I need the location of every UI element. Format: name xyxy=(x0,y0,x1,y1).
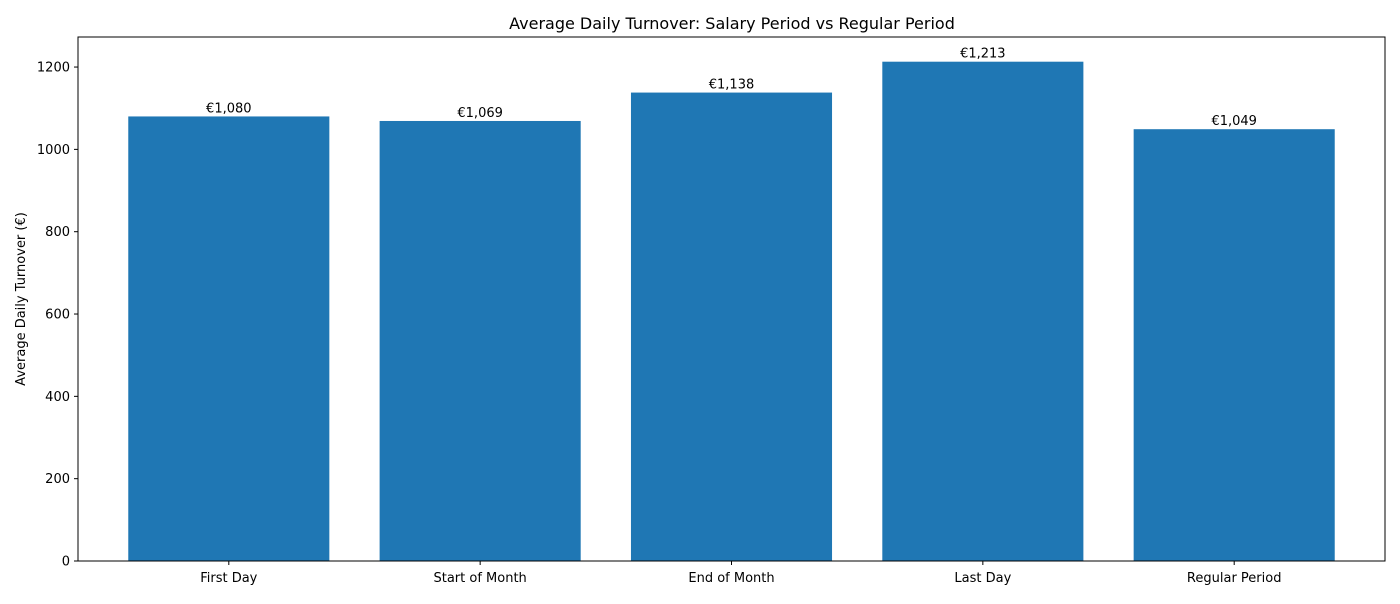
x-axis-ticks: First Day Start of Month End of Month Last … xyxy=(200,561,1281,586)
x-tick-label: Regular Period xyxy=(1187,571,1282,586)
x-tick-label: End of Month xyxy=(688,571,774,586)
y-tick-label: 600 xyxy=(45,308,70,323)
bar xyxy=(1133,129,1335,562)
y-tick-label: 1200 xyxy=(37,61,70,76)
y-tick-label: 200 xyxy=(45,472,70,487)
bar xyxy=(379,120,581,562)
bar xyxy=(882,61,1084,561)
data-labels-layer: €1,080 €1,069 €1,138 €1,213 €1,049 xyxy=(206,47,1257,130)
plot-frame xyxy=(77,36,1386,562)
y-tick-label: 800 xyxy=(45,225,70,240)
bar-value-label: €1,069 xyxy=(457,106,503,121)
y-axis-ticks: 0 200 400 600 800 1000 1200 xyxy=(37,61,78,570)
y-tick-label: 0 xyxy=(62,555,70,570)
bar-value-label: €1,213 xyxy=(960,47,1006,62)
bars-layer xyxy=(128,61,1335,562)
x-tick-label: First Day xyxy=(200,571,257,586)
bar-value-label: €1,138 xyxy=(709,78,755,93)
x-tick-label: Last Day xyxy=(954,571,1011,586)
bar-value-label: €1,049 xyxy=(1211,114,1257,129)
y-axis-label: Average Daily Turnover (€) xyxy=(14,212,29,386)
chart-title: Average Daily Turnover: Salary Period vs… xyxy=(509,14,955,33)
bar xyxy=(630,92,833,561)
y-tick-label: 400 xyxy=(45,390,70,405)
y-tick-label: 1000 xyxy=(37,143,70,158)
bar xyxy=(128,116,330,561)
bar-value-label: €1,080 xyxy=(206,101,252,116)
x-tick-label: Start of Month xyxy=(433,571,526,586)
